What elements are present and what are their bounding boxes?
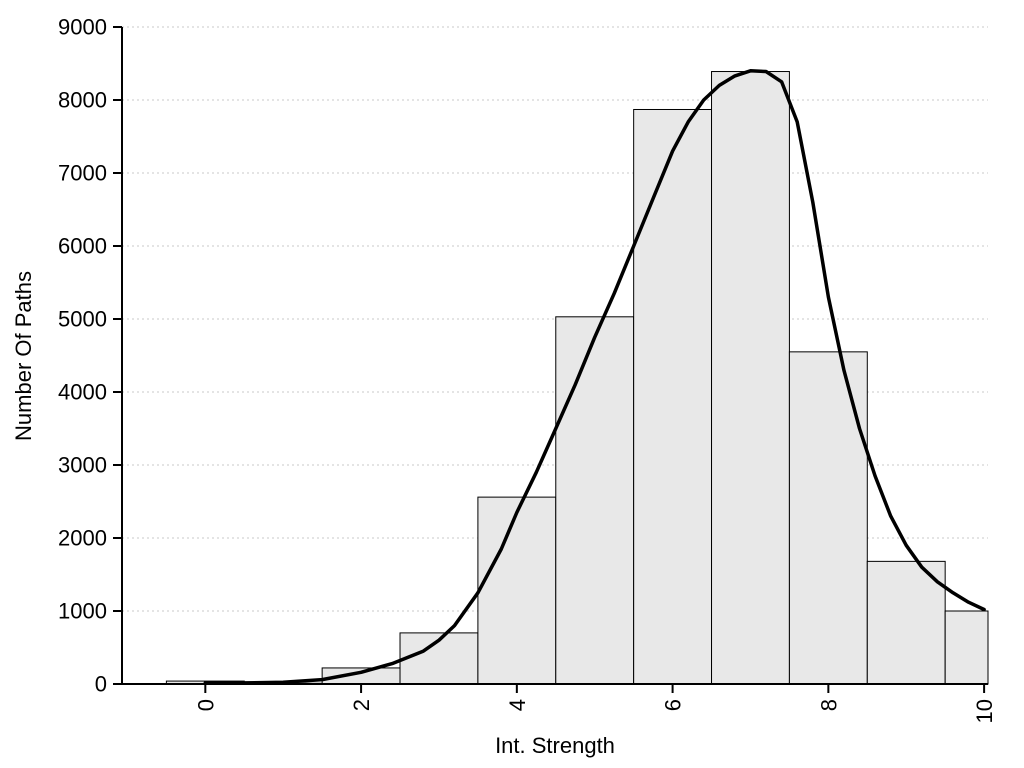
density-curve [203,69,986,685]
histogram-bars [165,71,989,685]
y-tick-label: 6000 [58,234,107,259]
y-tick-label: 8000 [58,88,107,113]
y-tick-label: 3000 [58,453,107,478]
histogram-bar [944,610,989,685]
y-tick-label: 4000 [58,380,107,405]
x-tick-label: 2 [349,699,374,711]
histogram-bar [555,316,635,685]
y-tick-label: 9000 [58,15,107,40]
y-tick-label: 1000 [58,599,107,624]
x-axis-label: Int. Strength [495,733,615,758]
y-axis-label: Number Of Paths [11,271,36,441]
histogram-bar [711,71,790,685]
x-tick-label: 0 [193,699,218,711]
x-tick-label: 10 [972,699,997,723]
y-tick-label: 0 [95,672,107,697]
axes: 0 1000 2000 3000 4000 5000 6000 7000 8000 9000 0 2 4… [58,15,997,724]
histogram-bar [788,351,868,685]
x-tick-label: 6 [661,699,686,711]
y-tick-label: 7000 [58,161,107,186]
y-tick-label: 5000 [58,307,107,332]
y-tick-label: 2000 [58,526,107,551]
x-tick-label: 8 [816,699,841,711]
histogram-bar [477,496,557,685]
x-tick-label: 4 [505,699,530,711]
histogram-bar [633,108,713,685]
